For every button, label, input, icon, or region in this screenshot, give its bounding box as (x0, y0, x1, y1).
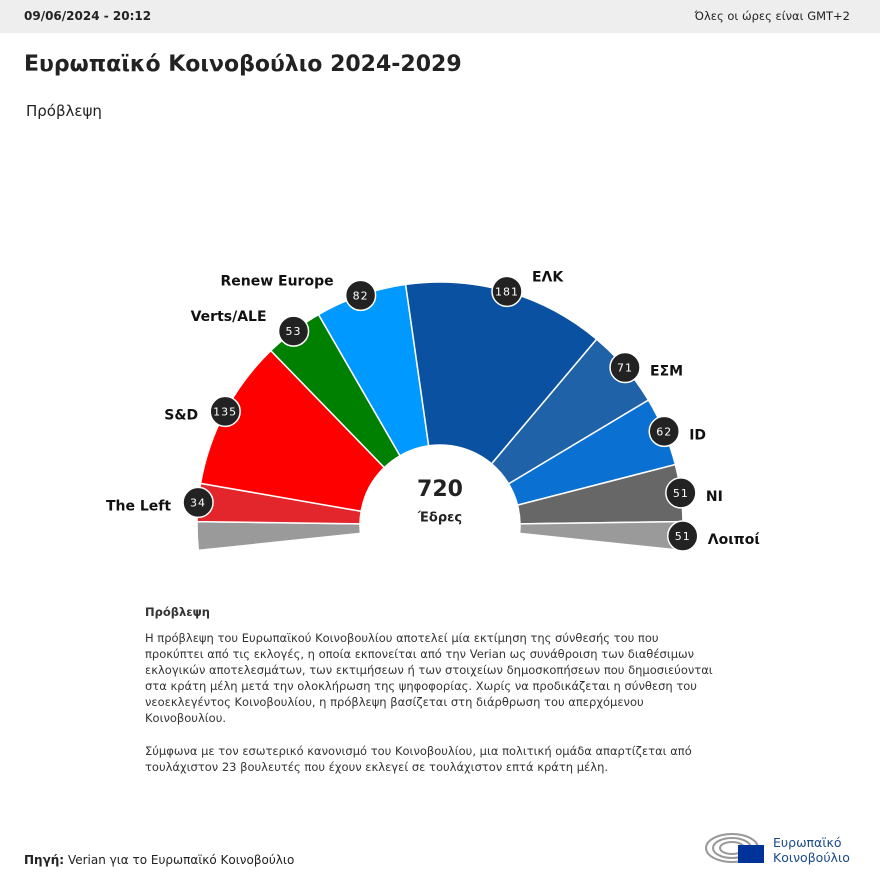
seat-segment (199, 349, 386, 513)
seat-count: 71 (617, 362, 633, 375)
seat-badge (491, 275, 523, 308)
group-name: The Left (106, 498, 171, 514)
center-hole (361, 446, 519, 580)
seat-badge (648, 415, 680, 448)
seat-count: 82 (353, 289, 369, 302)
seat-segment (404, 281, 598, 465)
subtitle: Πρόβλεψη (26, 102, 102, 120)
logo-text: Ευρωπαϊκό Κοινοβούλιο (773, 835, 850, 865)
notes: Πρόβλεψη Η πρόβλεψη του Ευρωπαϊκού Κοινο… (145, 604, 720, 792)
group-name: NI (706, 489, 723, 505)
seat-badge (182, 486, 214, 519)
group-name: S&D (164, 407, 198, 423)
group-name: ID (689, 427, 706, 443)
source-label: Πηγή: (24, 853, 65, 867)
total-label: Έδρες (417, 511, 462, 526)
notes-paragraph: Η πρόβλεψη του Ευρωπαϊκού Κοινοβουλίου α… (145, 631, 713, 725)
seat-count: 53 (286, 325, 302, 338)
notes-paragraph: Σύμφωνα με τον εσωτερικό κανονισμό του Κ… (145, 744, 692, 774)
chart: 720 Έδρες 34 The Left 135 S&D 53 Verts/ALE 82 Ren… (106, 269, 760, 580)
seat-segment (196, 520, 362, 552)
seat-count: 51 (675, 530, 691, 543)
logo (705, 833, 764, 863)
seat-count: 51 (673, 487, 689, 500)
group-name: ΕΛΚ (532, 269, 564, 285)
group-name: Verts/ALE (191, 309, 267, 325)
seat-count: 135 (213, 405, 237, 418)
seat-badge (277, 315, 310, 347)
timezone: Όλες οι ώρες είναι GMT+2 (694, 9, 850, 23)
seat-count: 62 (656, 425, 672, 438)
date: 09/06/2024 - 20:12 (24, 9, 152, 23)
logo-line: Ευρωπαϊκό (773, 835, 842, 850)
logo-line: Κοινοβούλιο (773, 850, 850, 865)
source: Πηγή: Verian για το Ευρωπαϊκό Κοινοβούλι… (24, 853, 294, 867)
group-name: Λοιποί (708, 532, 760, 548)
seat-badge (209, 395, 241, 428)
header-bar: 09/06/2024 - 20:12 Όλες οι ώρες είναι GM… (0, 0, 880, 33)
group-name: ΕΣΜ (650, 364, 683, 380)
total: 720 (417, 477, 463, 502)
group-name: Renew Europe (220, 273, 333, 289)
seat-segment (518, 520, 684, 552)
seat-badge (666, 520, 699, 552)
seat-count: 34 (190, 496, 206, 509)
seat-badge (609, 351, 641, 384)
seat-badge (344, 279, 377, 312)
notes-heading: Πρόβλεψη (145, 605, 210, 619)
seat-count: 181 (495, 285, 519, 298)
title: Ευρωπαϊκό Κοινοβούλιο 2024-2029 (24, 52, 462, 77)
seat-badge (665, 477, 697, 509)
source-text: Verian για το Ευρωπαϊκό Κοινοβούλιο (67, 853, 295, 867)
